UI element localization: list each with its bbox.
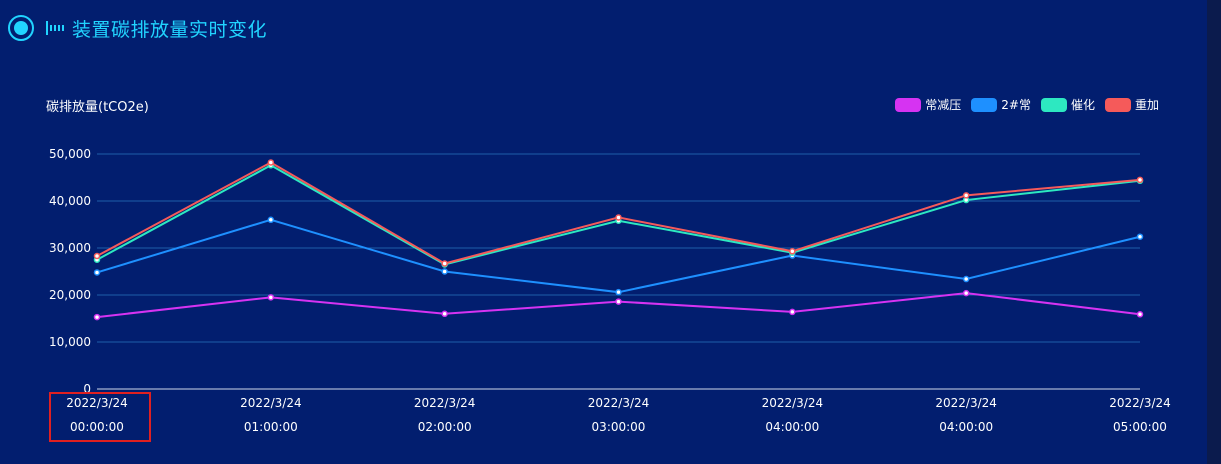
legend-label: 重加 — [1134, 98, 1159, 112]
y-tick-label: 30,000 — [49, 241, 91, 255]
data-point — [1136, 233, 1144, 240]
data-point — [267, 216, 275, 224]
x-tick-label: 04:00:00 — [939, 420, 993, 434]
chart-legend: 常减压 2#常 催化 重加 — [885, 96, 1159, 113]
x-tick-label: 04:00:00 — [765, 420, 819, 434]
data-point — [615, 298, 622, 305]
data-point — [441, 260, 448, 267]
legend-swatch — [1104, 97, 1131, 112]
highlight-box — [49, 392, 151, 442]
legend-label: 2#常 — [1001, 98, 1031, 112]
data-point — [1136, 311, 1144, 318]
legend-label: 催化 — [1070, 98, 1095, 112]
data-point — [441, 310, 448, 318]
y-axis-label: 碳排放量(tCO2e) — [46, 100, 149, 115]
legend-swatch — [1040, 97, 1067, 112]
series-line — [96, 218, 1141, 294]
data-point — [1136, 176, 1144, 184]
data-point — [93, 313, 101, 321]
x-tick-label: 01:00:00 — [244, 420, 298, 434]
y-tick-label: 0 — [83, 382, 91, 396]
data-point — [962, 275, 970, 283]
y-tick-label: 40,000 — [49, 194, 91, 208]
data-point — [267, 159, 275, 166]
data-point — [267, 294, 275, 301]
x-tick-label: 2022/3/24 — [935, 396, 997, 410]
panel-header: 装置碳排放量实时变化 — [8, 12, 267, 44]
data-point — [615, 214, 622, 221]
data-point — [789, 308, 796, 316]
x-tick-label: 2022/3/24 — [588, 396, 650, 410]
target-circle-icon — [8, 15, 34, 41]
data-point — [93, 252, 101, 260]
legend-swatch — [895, 97, 922, 112]
legend-item[interactable]: 重加 — [1104, 96, 1159, 113]
data-point — [615, 288, 622, 296]
legend-item[interactable]: 催化 — [1040, 96, 1095, 113]
x-tick-label: 2022/3/24 — [240, 396, 302, 410]
series-line — [96, 292, 1141, 319]
x-tick-label: 2022/3/24 — [1109, 396, 1171, 410]
x-tick-label: 03:00:00 — [592, 420, 646, 434]
legend-swatch — [971, 97, 998, 112]
right-edge-strip — [1207, 0, 1221, 464]
x-tick-label: 2022/3/24 — [66, 396, 128, 410]
y-tick-label: 50,000 — [49, 147, 91, 161]
x-tick-label: 2022/3/24 — [414, 396, 476, 410]
data-point — [93, 269, 101, 276]
x-tick-label: 02:00:00 — [418, 420, 472, 434]
data-point — [789, 248, 796, 255]
x-tick-label: 00:00:00 — [70, 420, 124, 434]
data-point — [962, 192, 970, 199]
data-point — [441, 268, 448, 275]
legend-item[interactable]: 2#常 — [971, 96, 1031, 113]
legend-item[interactable]: 常减压 — [895, 96, 961, 113]
x-tick-label: 2022/3/24 — [762, 396, 824, 410]
legend-label: 常减压 — [925, 98, 962, 112]
y-tick-label: 10,000 — [49, 335, 91, 349]
y-tick-label: 20,000 — [49, 288, 91, 302]
signal-bars-icon — [46, 21, 66, 35]
panel-title: 装置碳排放量实时变化 — [72, 18, 268, 41]
x-tick-label: 05:00:00 — [1113, 420, 1167, 434]
data-point — [962, 289, 970, 297]
